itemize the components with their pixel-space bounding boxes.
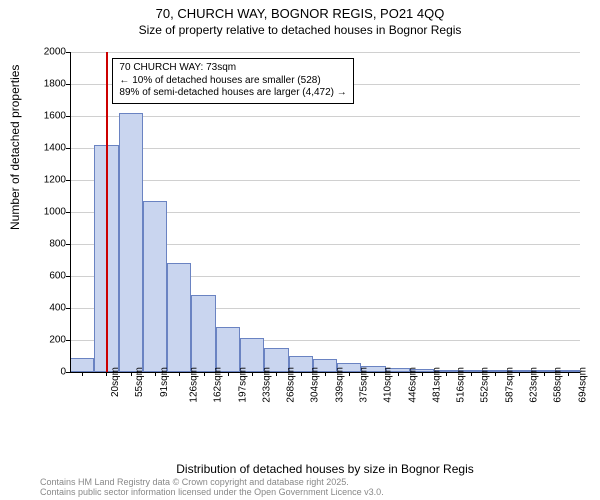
x-axis-label: Distribution of detached houses by size … [70, 462, 580, 476]
y-tick-label: 400 [16, 303, 66, 314]
y-tick-label: 2000 [16, 47, 66, 58]
annotation-box: 70 CHURCH WAY: 73sqm← 10% of detached ho… [112, 58, 353, 104]
annotation-line: 70 CHURCH WAY: 73sqm [119, 62, 346, 75]
x-axis-line [70, 372, 580, 373]
footer-line2: Contains public sector information licen… [40, 488, 384, 498]
chart-footer: Contains HM Land Registry data © Crown c… [40, 478, 384, 498]
histogram-bar [143, 201, 167, 372]
histogram-bar [70, 358, 94, 372]
y-axis-line [70, 52, 71, 372]
y-tick-label: 1600 [16, 111, 66, 122]
plot-area: 020040060080010001200140016001800200020s… [70, 52, 580, 412]
gridline-h [70, 52, 580, 53]
chart-title-subtitle: Size of property relative to detached ho… [0, 23, 600, 37]
annotation-line: 89% of semi-detached houses are larger (… [119, 87, 346, 100]
histogram-bar [216, 327, 240, 372]
y-tick-label: 1400 [16, 143, 66, 154]
y-tick-label: 1200 [16, 175, 66, 186]
histogram-bar [119, 113, 143, 372]
histogram-bar [167, 263, 191, 372]
marker-line [106, 52, 108, 372]
gridline-h [70, 180, 580, 181]
chart-title-address: 70, CHURCH WAY, BOGNOR REGIS, PO21 4QQ [0, 6, 600, 21]
gridline-h [70, 148, 580, 149]
gridline-h [70, 116, 580, 117]
histogram-bar [191, 295, 215, 372]
annotation-line: ← 10% of detached houses are smaller (52… [119, 75, 346, 88]
y-tick-label: 800 [16, 239, 66, 250]
y-tick-label: 1800 [16, 79, 66, 90]
chart-title-block: 70, CHURCH WAY, BOGNOR REGIS, PO21 4QQ S… [0, 0, 600, 37]
y-tick-label: 0 [16, 367, 66, 378]
y-tick-label: 1000 [16, 207, 66, 218]
y-tick-label: 200 [16, 335, 66, 346]
y-tick-label: 600 [16, 271, 66, 282]
